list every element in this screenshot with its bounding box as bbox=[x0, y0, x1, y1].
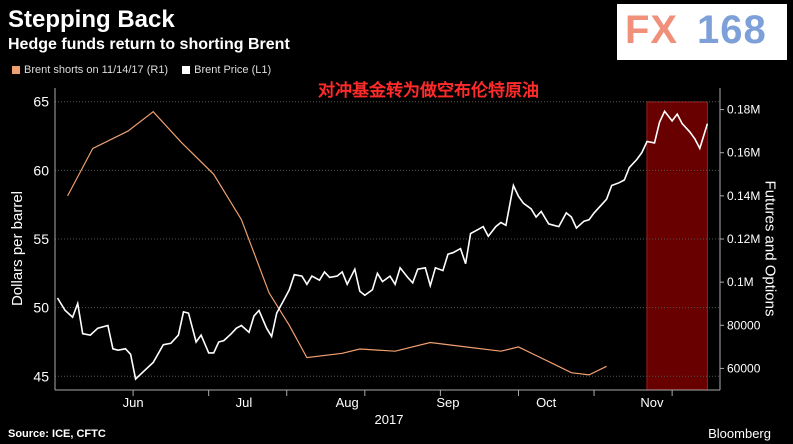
x-tick-label: Aug bbox=[336, 395, 359, 410]
y-right-tick-label: 0.1M bbox=[727, 275, 754, 289]
y-right-tick-label: 0.12M bbox=[727, 232, 760, 246]
x-tick-label: Sep bbox=[436, 395, 459, 410]
y-left-tick-label: 65 bbox=[33, 94, 49, 110]
legend-label-shorts: Brent shorts on 11/14/17 (R1) bbox=[24, 64, 169, 76]
x-tick-label: Jul bbox=[236, 395, 253, 410]
y-right-tick-label: 0.14M bbox=[727, 189, 760, 203]
chart-title: Stepping Back bbox=[8, 6, 175, 33]
y-left-tick-label: 60 bbox=[33, 162, 49, 178]
bloomberg-brand: Bloomberg bbox=[708, 426, 771, 441]
logo-text-fx: FX bbox=[625, 8, 679, 52]
logo-text-168: 168 bbox=[697, 8, 767, 52]
series-line-brent-shorts bbox=[67, 110, 607, 376]
legend-swatch-price bbox=[182, 66, 191, 74]
legend-swatch-shorts bbox=[12, 66, 20, 74]
x-tick-label: Oct bbox=[536, 395, 557, 410]
legend: Brent shorts on 11/14/17 (R1) Brent Pric… bbox=[12, 64, 271, 76]
y-left-tick-label: 45 bbox=[33, 368, 49, 384]
legend-label-price: Brent Price (L1) bbox=[194, 64, 272, 76]
y-left-tick-label: 55 bbox=[33, 231, 49, 247]
x-axis-year-label: 2017 bbox=[375, 412, 404, 427]
series-line-brent-price bbox=[56, 109, 709, 381]
chart-subtitle: Hedge funds return to shorting Brent bbox=[8, 36, 290, 53]
y-right-tick-label: 60000 bbox=[727, 361, 761, 375]
fx168-logo: FX 168 bbox=[617, 4, 787, 60]
y-left-tick-label: 50 bbox=[33, 300, 49, 316]
y-right-tick-label: 0.18M bbox=[727, 103, 760, 117]
source-note: Source: ICE, CFTC bbox=[8, 428, 106, 440]
x-tick-label: Nov bbox=[640, 395, 664, 410]
y-right-tick-label: 0.16M bbox=[727, 146, 760, 160]
highlight-box bbox=[646, 101, 708, 391]
y-right-tick-label: 80000 bbox=[727, 318, 761, 332]
x-tick-label: Jun bbox=[123, 395, 144, 410]
chinese-annotation: 对冲基金转为做空布伦特原油 bbox=[318, 81, 539, 100]
